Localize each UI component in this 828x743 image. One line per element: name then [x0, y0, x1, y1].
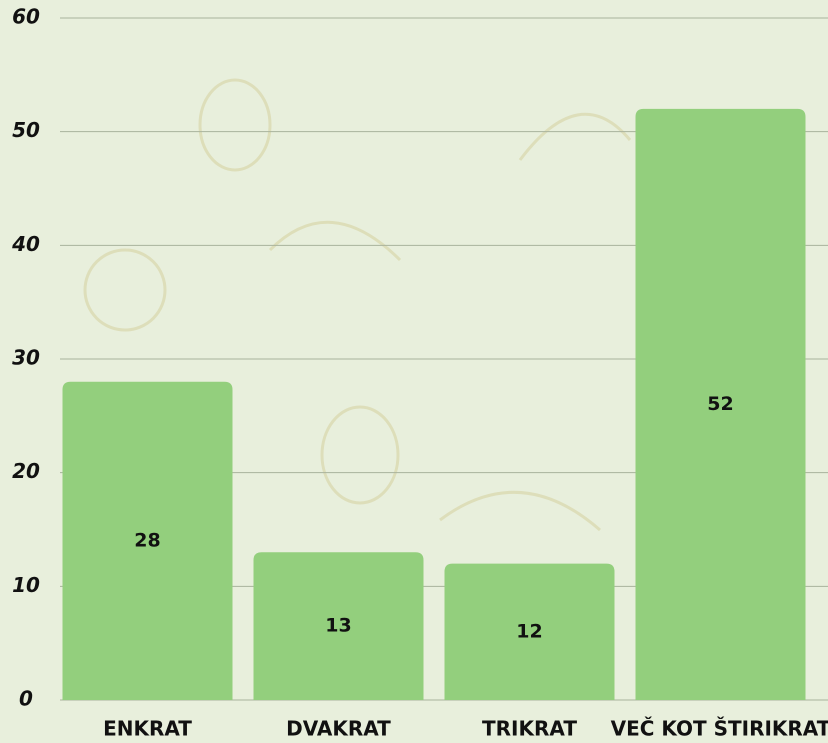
y-tick-label: 20: [12, 459, 40, 483]
y-tick-label: 30: [12, 346, 40, 370]
value-label: 13: [325, 615, 351, 637]
x-tick-label: DVAKRAT: [286, 717, 391, 741]
value-label: 52: [707, 393, 733, 415]
x-tick-label: TRIKRAT: [482, 717, 577, 741]
x-tick-label: ENKRAT: [103, 717, 192, 741]
y-tick-label: 60: [12, 5, 40, 29]
y-tick-label: 10: [12, 573, 40, 597]
chart: 0 10 20 30 40 50 60 28 ENKRAT 13 DVAKRAT 12 TRIKRAT 5…: [0, 0, 828, 743]
x-tick-label: VEČ KOT ŠTIRIKRAT: [611, 717, 828, 741]
y-tick-label: 0: [19, 687, 33, 711]
value-label: 28: [134, 529, 160, 551]
value-label: 12: [516, 620, 542, 642]
y-tick-label: 40: [11, 232, 40, 256]
y-tick-label: 50: [12, 118, 40, 142]
